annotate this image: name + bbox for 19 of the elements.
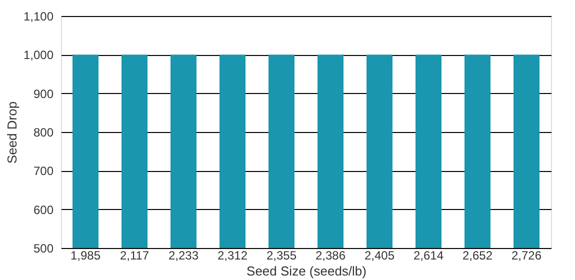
x-tick-label: 2,386: [315, 248, 346, 262]
x-tick-label: 2,117: [120, 248, 150, 262]
x-tick-label: 2,652: [462, 248, 493, 262]
x-tick-label: 2,726: [511, 248, 542, 262]
y-tick-label: 900: [33, 86, 54, 101]
x-tick-label: 2,312: [217, 248, 248, 262]
x-tick-label: 2,355: [266, 248, 297, 262]
y-tick-label: 1,000: [23, 48, 54, 62]
x-tick-label: 1,985: [70, 248, 101, 262]
y-tick-label: 1,100: [23, 10, 54, 24]
y-tick-label: 500: [33, 242, 54, 256]
y-tick-label: 800: [33, 126, 54, 140]
x-axis-title: Seed Size (seeds/lb): [246, 264, 366, 278]
y-axis-title: Seed Drop: [4, 101, 20, 164]
x-tick-label: 2,233: [168, 248, 199, 262]
y-tick-label: 700: [33, 164, 54, 178]
x-tick-label: 2,405: [364, 248, 395, 262]
x-tick-label: 2,614: [413, 248, 444, 262]
y-tick-label: 600: [33, 202, 54, 217]
